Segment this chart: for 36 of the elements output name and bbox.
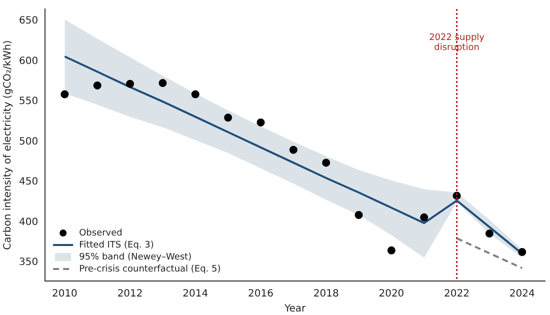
x-tick-label: 2024 <box>509 288 535 300</box>
x-axis-title: Year <box>283 304 307 315</box>
point <box>387 246 396 254</box>
y-tick-label: 400 <box>18 216 38 228</box>
x-tick-label: 2010 <box>52 288 78 300</box>
legend-label: Observed <box>79 228 122 238</box>
ref-line-label: 2022 supply disruption <box>429 32 486 53</box>
point <box>420 213 428 222</box>
annotation: 95% band (Newey–West) <box>79 252 192 262</box>
point <box>322 158 330 167</box>
y-tick-label: 550 <box>18 96 38 108</box>
point <box>126 80 134 88</box>
x-tick-label: 2016 <box>248 288 274 300</box>
y-axis-title: Carbon intensity of electricity (gCO₂/kWh) <box>2 40 14 250</box>
y-tick-label: 450 <box>18 176 38 188</box>
point <box>485 230 494 238</box>
point <box>224 114 232 122</box>
point <box>518 248 526 256</box>
point <box>289 146 298 154</box>
point <box>93 81 102 90</box>
point <box>158 79 167 88</box>
y-tick-label: 350 <box>18 257 38 268</box>
y-tick-label: 500 <box>18 136 38 148</box>
x-tick-label: 2014 <box>182 288 208 300</box>
x-tick-label: 2018 <box>313 288 339 300</box>
y-tick-label: 650 <box>18 16 38 27</box>
legend-label: Fitted ITS (Eq. 3) <box>79 240 154 250</box>
point <box>354 211 363 220</box>
x-tick-label: 2022 <box>444 288 470 300</box>
y-tick-label: 600 <box>18 56 38 67</box>
x-tick-label: 2020 <box>378 288 404 300</box>
legend-label: Pre-crisis counterfactual (Eq. 5) <box>79 264 221 274</box>
point <box>191 90 200 98</box>
point <box>256 118 265 126</box>
x-tick-label: 2012 <box>117 288 143 300</box>
point <box>60 90 69 98</box>
